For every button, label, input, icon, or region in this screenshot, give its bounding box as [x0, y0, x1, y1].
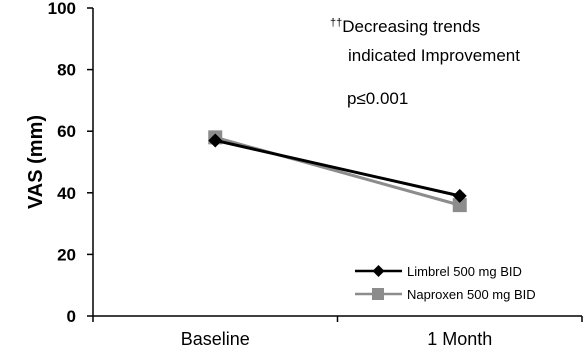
y-tick-label: 80	[57, 61, 76, 80]
y-tick-label: 0	[67, 307, 76, 326]
legend: Limbrel 500 mg BID Naproxen 500 mg BID	[355, 264, 536, 302]
y-tick-label: 100	[48, 0, 76, 18]
x-tick-marks	[92, 316, 583, 322]
x-category-label: Baseline	[181, 329, 250, 349]
series-line-limbrel	[214, 138, 461, 198]
annotation-superscript: ††	[330, 17, 342, 29]
legend-label-naproxen: Naproxen 500 mg BID	[407, 287, 536, 302]
legend-diamond-icon	[372, 265, 385, 277]
data-point-limbrel-0	[208, 133, 223, 148]
y-tick-label: 60	[57, 122, 76, 141]
y-tick-label: 20	[57, 245, 76, 264]
annotation-line-1: Decreasing trends	[342, 17, 480, 36]
legend-label-limbrel: Limbrel 500 mg BID	[407, 264, 522, 279]
x-category-label: 1 Month	[427, 329, 492, 349]
legend-square-icon	[372, 288, 384, 300]
annotation-line-2: indicated Improvement	[348, 46, 520, 65]
y-axis-label: VAS (mm)	[25, 115, 47, 209]
y-tick-labels: 0 20 40 60 80 100	[48, 0, 76, 326]
y-tick-marks	[87, 7, 93, 317]
annotation-pvalue: p≤0.001	[347, 89, 408, 108]
annotation-trend: ††Decreasing trends	[330, 17, 480, 36]
y-tick-label: 40	[57, 184, 76, 203]
data-point-limbrel-1	[452, 188, 467, 203]
data-point-naproxen-1	[452, 198, 467, 213]
series-layer	[208, 130, 467, 213]
